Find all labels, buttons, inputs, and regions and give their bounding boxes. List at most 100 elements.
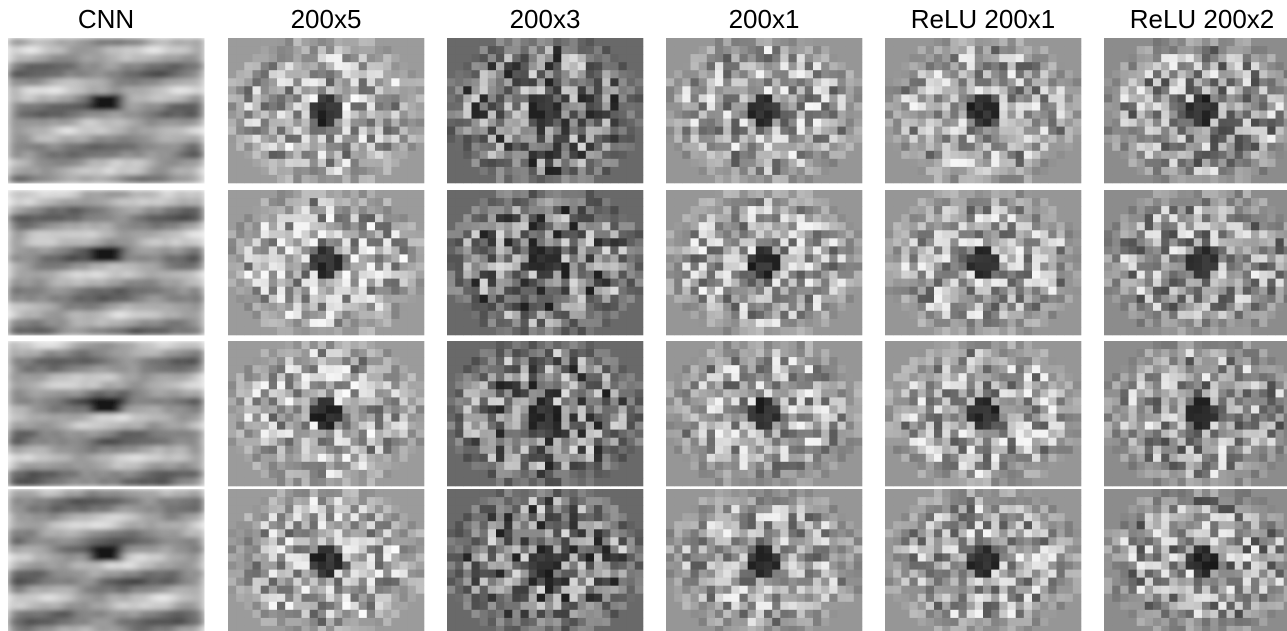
- image-pixel: [488, 311, 497, 319]
- image-pixel: [8, 319, 17, 327]
- image-pixel: [391, 175, 400, 183]
- image-pixel: [455, 470, 464, 478]
- image-pixel: [261, 70, 270, 78]
- image-pixel: [163, 62, 172, 70]
- image-pixel: [367, 54, 376, 62]
- image-pixel: [228, 327, 237, 335]
- image-pixel: [627, 287, 636, 295]
- image-pixel: [228, 119, 237, 127]
- image-pixel: [334, 246, 343, 254]
- image-pixel: [106, 175, 115, 183]
- image-pixel: [351, 230, 360, 238]
- image-pixel: [147, 594, 156, 602]
- image-pixel: [155, 143, 164, 151]
- image-pixel: [400, 238, 409, 246]
- image-pixel: [610, 167, 619, 175]
- image-pixel: [480, 151, 489, 159]
- image-pixel: [131, 46, 140, 54]
- image-pixel: [65, 594, 74, 602]
- image-pixel: [244, 135, 253, 143]
- image-pixel: [41, 341, 50, 349]
- image-pixel: [447, 86, 456, 94]
- image-pixel: [326, 570, 335, 578]
- image-pixel: [196, 222, 205, 230]
- image-pixel: [326, 287, 335, 295]
- image-pixel: [41, 537, 50, 545]
- image-pixel: [33, 341, 42, 349]
- image-pixel: [512, 311, 521, 319]
- image-pixel: [131, 602, 140, 610]
- image-pixel: [163, 430, 172, 438]
- image-pixel: [512, 341, 521, 349]
- image-pixel: [375, 405, 384, 413]
- image-pixel: [455, 327, 464, 335]
- image-pixel: [24, 143, 33, 151]
- image-pixel: [49, 357, 58, 365]
- image-pixel: [578, 198, 587, 206]
- image-pixel: [408, 279, 417, 287]
- image-pixel: [147, 222, 156, 230]
- image-pixel: [90, 46, 99, 54]
- image-pixel: [8, 38, 17, 46]
- image-pixel: [24, 365, 33, 373]
- image-pixel: [635, 430, 644, 438]
- image-pixel: [610, 190, 619, 198]
- image-pixel: [400, 586, 409, 594]
- image-pixel: [155, 327, 164, 335]
- image-pixel: [480, 198, 489, 206]
- image-pixel: [594, 230, 603, 238]
- image-pixel: [131, 586, 140, 594]
- image-pixel: [408, 198, 417, 206]
- image-pixel: [122, 610, 131, 618]
- image-pixel: [253, 271, 262, 279]
- image-pixel: [342, 102, 351, 110]
- image-pixel: [334, 263, 343, 271]
- image-pixel: [627, 222, 636, 230]
- image-pixel: [496, 159, 505, 167]
- image-pixel: [65, 414, 74, 422]
- image-pixel: [602, 478, 611, 486]
- image-pixel: [578, 303, 587, 311]
- image-pixel: [228, 222, 237, 230]
- image-pixel: [610, 537, 619, 545]
- image-pixel: [261, 54, 270, 62]
- image-pixel: [447, 119, 456, 127]
- image-pixel: [561, 102, 570, 110]
- image-pixel: [416, 422, 425, 430]
- image-pixel: [610, 238, 619, 246]
- image-pixel: [114, 478, 123, 486]
- image-pixel: [408, 119, 417, 127]
- image-pixel: [545, 497, 554, 505]
- image-pixel: [488, 46, 497, 54]
- image-pixel: [619, 206, 628, 214]
- image-pixel: [253, 263, 262, 271]
- image-pixel: [447, 319, 456, 327]
- image-pixel: [163, 373, 172, 381]
- image-pixel: [106, 303, 115, 311]
- image-pixel: [367, 102, 376, 110]
- image-pixel: [65, 303, 74, 311]
- image-pixel: [326, 151, 335, 159]
- image-pixel: [180, 397, 189, 405]
- image-pixel: [106, 505, 115, 513]
- image-pixel: [416, 430, 425, 438]
- image-pixel: [416, 263, 425, 271]
- image-pixel: [180, 303, 189, 311]
- image-pixel: [65, 430, 74, 438]
- image-pixel: [57, 279, 66, 287]
- image-pixel: [472, 94, 481, 102]
- image-pixel: [400, 311, 409, 319]
- image-pixel: [57, 578, 66, 586]
- image-pixel: [293, 610, 302, 618]
- image-pixel: [41, 414, 50, 422]
- image-pixel: [359, 311, 368, 319]
- image-pixel: [244, 287, 253, 295]
- image-pixel: [33, 357, 42, 365]
- image-pixel: [147, 497, 156, 505]
- image-pixel: [261, 586, 270, 594]
- image-pixel: [375, 454, 384, 462]
- image-pixel: [33, 271, 42, 279]
- image-pixel: [49, 119, 58, 127]
- image-pixel: [261, 405, 270, 413]
- image-pixel: [82, 214, 91, 222]
